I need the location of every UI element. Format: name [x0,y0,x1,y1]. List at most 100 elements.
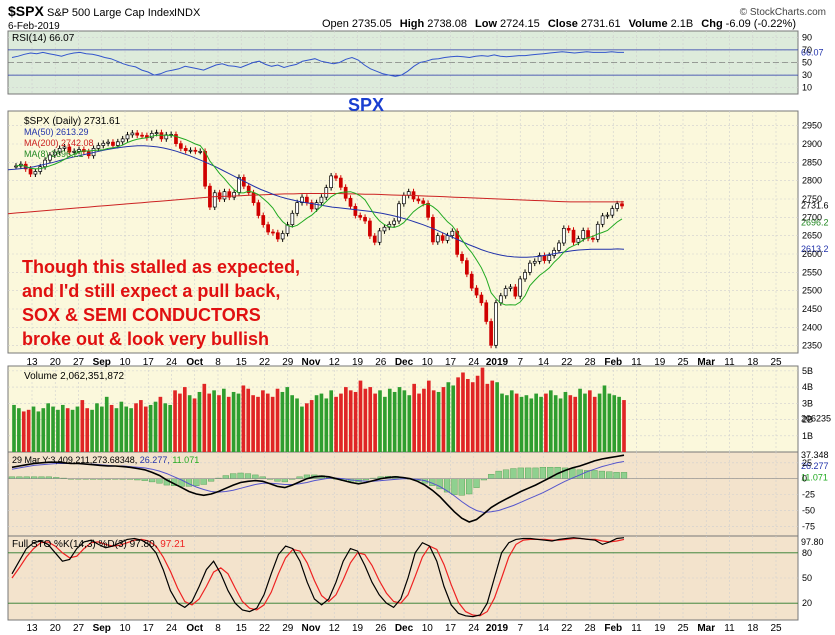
volume-bar [622,400,626,452]
price-candle-body [222,191,227,200]
x-tick-label-bottom: 11 [631,623,642,634]
price-candle-body [450,230,455,237]
macd-histogram-bar [458,478,465,496]
volume-bar [46,403,50,452]
x-tick-label-top: 14 [538,357,550,368]
rsi-line [11,51,624,77]
macd-histogram-bar [502,469,510,479]
price-candle-body [542,255,547,261]
price-y-tick: 2400 [802,322,822,332]
x-tick-label-top: 8 [215,357,221,368]
volume-bar [348,390,353,452]
vol-y-tick: 1B [802,431,813,441]
price-candle-body [280,233,285,240]
legend-ma50: MA(50) 2613.29 [24,127,89,137]
volume-bar [480,367,485,452]
index-name: S&P 500 Large Cap Index [47,7,175,19]
stockcharts-credit: © StockCharts.com [740,7,826,18]
price-panel [7,110,799,354]
legend-spx: $SPX (Daily) 2731.61 [24,116,121,127]
price-candle-body [416,198,421,202]
price-candle-body [140,134,144,137]
volume-bar [182,387,187,452]
x-tick-label-top: 22 [561,357,573,368]
price-candle-body [188,149,193,152]
x-tick-label-top: 12 [329,357,341,368]
x-tick-label-top: 24 [166,357,178,368]
volume-bar [553,395,558,452]
x-tick-label-bottom: 10 [119,623,131,634]
price-ma50-tag-bg [799,243,835,256]
macd-histogram-bar [532,467,539,479]
price-candle-body [130,132,135,136]
price-candle-body [295,202,300,214]
volume-bar [36,411,41,452]
price-candle-body [552,249,556,256]
volume-bar [446,382,451,452]
price-candle-body [343,186,348,199]
price-y-tick: 2550 [802,267,822,277]
x-tick-label-top: 2019 [486,357,509,368]
price-ma8-tag-bg [799,216,835,229]
macd-line [11,454,625,523]
price-candle-body [77,149,81,152]
price-candle-body [532,260,537,264]
volume-layer: 206235 [12,367,835,452]
price-candle-body [600,215,605,225]
price-candle-body [217,192,222,200]
x-tick-label-top: Oct [186,357,203,368]
macd-value-tag: 37.348 [801,450,829,460]
macd-panel [7,451,799,537]
stochastic-panel [7,535,799,621]
x-tick-label-top: 19 [352,357,364,368]
volume-bar [65,408,70,452]
x-tick-label-bottom: 29 [282,623,294,634]
volume-bar [368,387,373,452]
price-candle-body [382,226,387,232]
volume-bar [548,390,553,452]
x-tick-label-bottom: Feb [604,623,622,634]
volume-bar [168,404,172,452]
volume-bar [470,382,475,452]
volume-value-tag-bg [799,412,835,425]
stochastic-title: Full STO %K(14,3) %D(3) 97.80, 97.21 [12,539,186,550]
volume-bar [295,398,299,452]
volume-bar [519,396,524,452]
price-candle-body [198,150,203,153]
price-candle-body [513,286,518,297]
price-layer: 2731.6 2696.2 2613.2 [7,129,835,349]
price-candle-body [246,185,251,194]
volume-bar [583,393,587,452]
volume-bar [568,395,573,452]
price-candle-body [474,287,479,296]
volume-bar [143,406,148,452]
volume-value-tag: 206235 [801,414,831,424]
commentary-line-1: Though this stalled as expected, [22,257,300,277]
price-candle-body [595,223,600,240]
volume-bar [60,404,65,452]
x-tick-label-bottom: 28 [584,623,596,634]
macd-y-tick: -25 [802,490,815,500]
volume-bar [70,409,75,452]
macd-histogram-bar [539,467,547,479]
x-tick-label-top: 18 [747,357,759,368]
price-candle-body [440,235,445,241]
price-candle-body [125,134,130,140]
price-candle-body [377,230,382,243]
price-candle-body [285,224,290,234]
legend-ma8: MA(8) 2696.21 [24,149,84,159]
price-candle-body [101,142,106,146]
price-candle-body [305,196,309,204]
macd-histogram-bar [148,478,156,483]
ma8-line [15,134,623,306]
x-tick-label-top: Feb [604,357,622,368]
volume-bar [426,380,431,452]
price-candle-body [363,216,367,222]
x-tick-label-bottom: Nov [302,623,321,634]
volume-bar [134,403,138,452]
ma50-line [7,145,625,258]
price-candle-body [397,203,401,222]
macd-histogram-bar [495,470,502,479]
volume-bar [495,382,499,452]
